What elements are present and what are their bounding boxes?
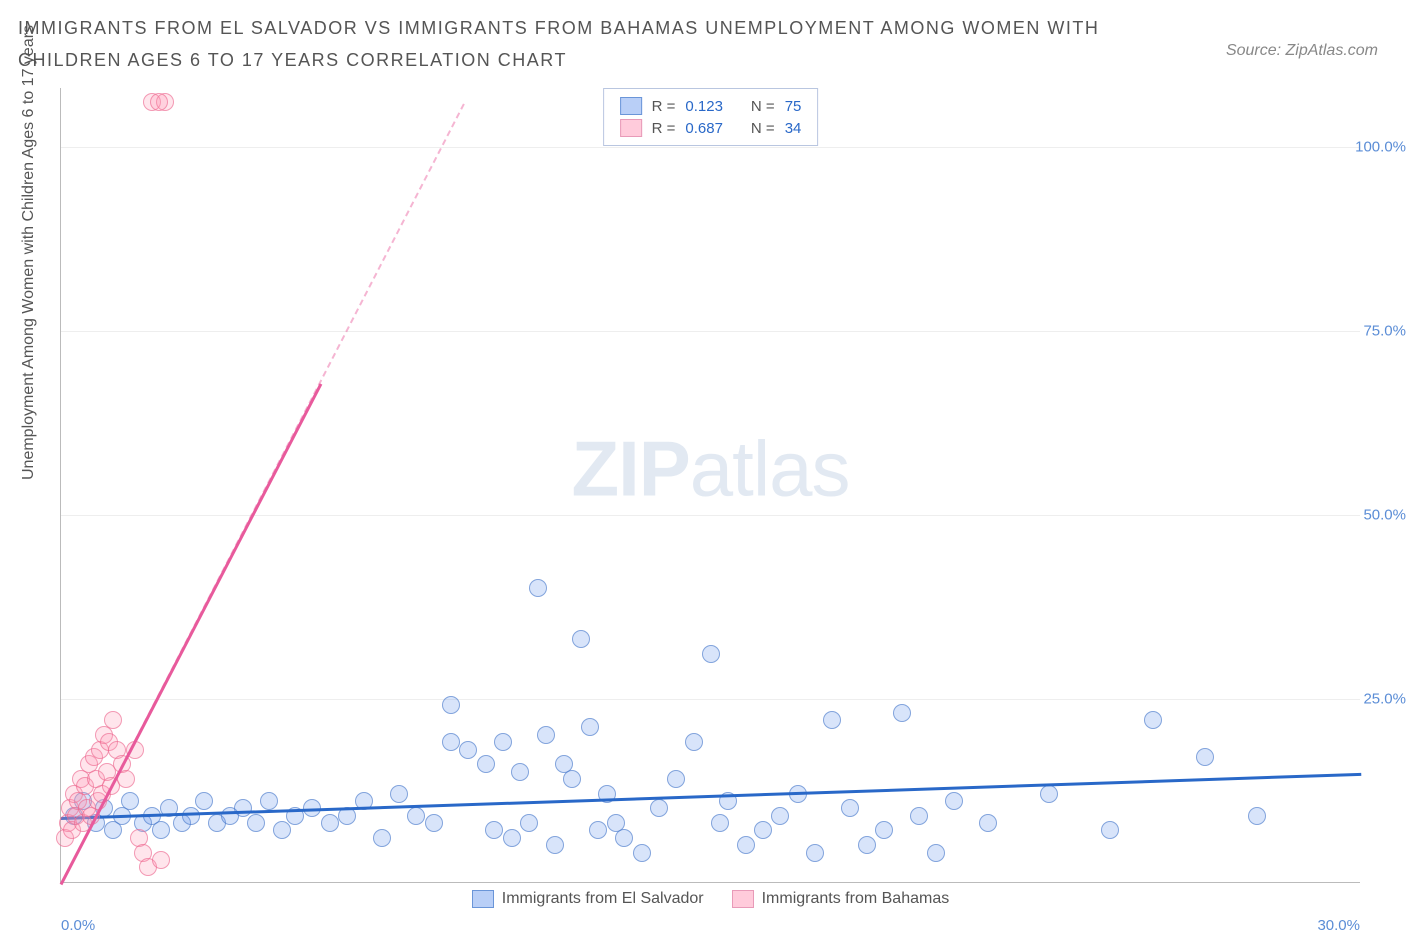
data-point [195,792,213,810]
data-point [273,821,291,839]
data-point [858,836,876,854]
n-value-pink: 34 [785,120,802,137]
data-point [685,733,703,751]
data-point [150,93,168,111]
data-point [581,718,599,736]
gridline [61,147,1360,148]
data-point [945,792,963,810]
data-point [321,814,339,832]
data-point [572,630,590,648]
source-credit: Source: ZipAtlas.com [1226,42,1378,60]
data-point [650,799,668,817]
data-point [702,645,720,663]
data-point [104,711,122,729]
watermark-bold: ZIP [571,425,689,513]
data-point [529,579,547,597]
data-point [373,829,391,847]
data-point [520,814,538,832]
data-point [152,851,170,869]
data-point [503,829,521,847]
data-point [477,755,495,773]
stats-row-pink: R = 0.687 N = 34 [620,117,802,139]
data-point [390,785,408,803]
legend-label-pink: Immigrants from Bahamas [762,890,950,908]
data-point [615,829,633,847]
data-point [1248,807,1266,825]
data-point [893,704,911,722]
data-point [511,763,529,781]
r-value-blue: 0.123 [685,98,723,115]
source-name: ZipAtlas.com [1286,42,1378,59]
source-prefix: Source: [1226,42,1286,59]
data-point [407,807,425,825]
swatch-pink [732,890,754,908]
data-point [260,792,278,810]
data-point [234,799,252,817]
legend-item-blue: Immigrants from El Salvador [472,890,704,908]
y-tick-label: 100.0% [1326,138,1406,155]
y-tick-label: 75.0% [1326,322,1406,339]
data-point [711,814,729,832]
legend-item-pink: Immigrants from Bahamas [732,890,950,908]
data-point [1144,711,1162,729]
data-point [823,711,841,729]
y-tick-label: 50.0% [1326,506,1406,523]
data-point [979,814,997,832]
data-point [1101,821,1119,839]
gridline [61,699,1360,700]
data-point [589,821,607,839]
swatch-blue [620,97,642,115]
y-axis-label: Unemployment Among Women with Children A… [20,25,38,480]
data-point [494,733,512,751]
swatch-blue [472,890,494,908]
n-label: N = [751,98,775,115]
data-point [754,821,772,839]
r-value-pink: 0.687 [685,120,723,137]
x-tick-max: 30.0% [1317,917,1360,934]
data-point [121,792,139,810]
data-point [485,821,503,839]
data-point [442,696,460,714]
data-point [537,726,555,744]
r-label: R = [652,98,676,115]
legend-label-blue: Immigrants from El Salvador [502,890,704,908]
data-point [425,814,443,832]
n-value-blue: 75 [785,98,802,115]
n-label: N = [751,120,775,137]
data-point [1040,785,1058,803]
gridline [61,515,1360,516]
data-point [667,770,685,788]
data-point [633,844,651,862]
data-point [737,836,755,854]
data-point [927,844,945,862]
stats-row-blue: R = 0.123 N = 75 [620,95,802,117]
data-point [771,807,789,825]
watermark: ZIPatlas [571,424,849,515]
gridline [61,331,1360,332]
y-tick-label: 25.0% [1326,690,1406,707]
data-point [910,807,928,825]
trendline [61,773,1361,820]
data-point [459,741,477,759]
correlation-stats-legend: R = 0.123 N = 75 R = 0.687 N = 34 [603,88,819,146]
data-point [563,770,581,788]
data-point [806,844,824,862]
x-tick-min: 0.0% [61,917,95,934]
data-point [247,814,265,832]
swatch-pink [620,119,642,137]
watermark-light: atlas [690,425,850,513]
data-point [442,733,460,751]
data-point [152,821,170,839]
data-point [1196,748,1214,766]
data-point [875,821,893,839]
data-point [546,836,564,854]
series-legend: 0.0% Immigrants from El Salvador Immigra… [61,890,1360,908]
r-label: R = [652,120,676,137]
data-point [841,799,859,817]
chart-title: IMMIGRANTS FROM EL SALVADOR VS IMMIGRANT… [18,12,1118,77]
scatter-plot-area: ZIPatlas R = 0.123 N = 75 R = 0.687 N = … [60,88,1360,883]
trendline [60,103,465,884]
